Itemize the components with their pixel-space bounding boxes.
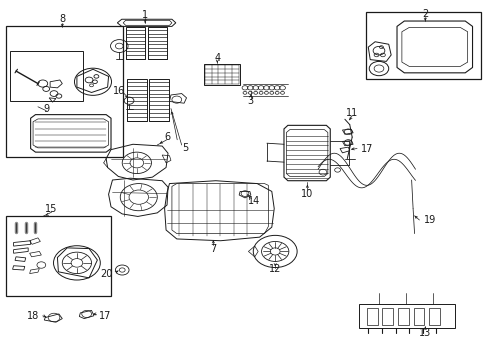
- Bar: [149, 79, 170, 121]
- Bar: [429, 307, 440, 325]
- Text: 8: 8: [59, 14, 65, 24]
- Text: 19: 19: [424, 215, 437, 225]
- Bar: [414, 307, 424, 325]
- Text: 15: 15: [46, 204, 58, 214]
- Bar: [6, 216, 111, 296]
- Text: 5: 5: [182, 143, 189, 153]
- Bar: [125, 27, 145, 59]
- Text: 14: 14: [247, 196, 260, 206]
- Text: 9: 9: [43, 104, 49, 113]
- Text: 7: 7: [210, 244, 217, 253]
- Bar: [382, 307, 393, 325]
- Text: 18: 18: [27, 311, 39, 321]
- Text: 13: 13: [419, 328, 431, 338]
- Text: 4: 4: [214, 53, 220, 63]
- Text: 17: 17: [361, 144, 373, 154]
- Bar: [6, 26, 123, 157]
- Text: 17: 17: [99, 311, 111, 321]
- Text: 2: 2: [422, 9, 428, 19]
- Bar: [203, 64, 240, 85]
- Text: 6: 6: [164, 132, 170, 142]
- Bar: [147, 27, 167, 59]
- Bar: [398, 307, 409, 325]
- Text: 12: 12: [269, 264, 281, 274]
- Bar: [360, 304, 455, 328]
- Bar: [367, 307, 377, 325]
- Text: 11: 11: [346, 108, 358, 118]
- Bar: [10, 51, 83, 102]
- Text: 10: 10: [301, 189, 314, 199]
- Text: 20: 20: [100, 269, 113, 279]
- Text: 16: 16: [113, 86, 125, 96]
- Text: 3: 3: [248, 96, 254, 107]
- Bar: [127, 79, 147, 121]
- Bar: [366, 12, 481, 79]
- Text: 1: 1: [142, 10, 148, 20]
